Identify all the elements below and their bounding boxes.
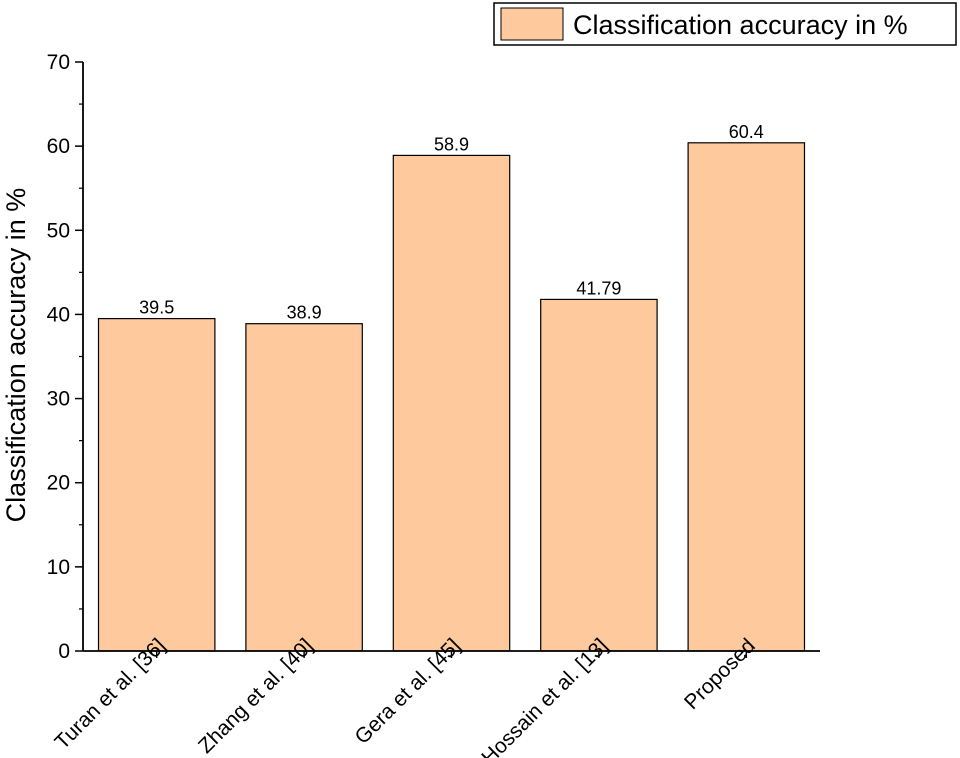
bar bbox=[245, 323, 363, 652]
bar bbox=[540, 298, 658, 652]
y-tick-label: 30 bbox=[47, 388, 70, 411]
bar-value-label: 38.9 bbox=[287, 303, 322, 323]
y-axis-title: Classification accuracy in % bbox=[1, 188, 31, 523]
y-tick-label: 40 bbox=[47, 303, 70, 326]
bar-value-label: 58.9 bbox=[434, 134, 469, 154]
bar-value-label: 39.5 bbox=[139, 298, 174, 318]
bar bbox=[97, 318, 216, 652]
y-tick-label: 60 bbox=[47, 135, 70, 158]
y-tick-label: 10 bbox=[47, 556, 70, 579]
legend-box bbox=[493, 2, 957, 46]
bar bbox=[687, 142, 806, 652]
bar-value-label: 60.4 bbox=[729, 122, 764, 142]
legend: Classification accuracy in % bbox=[493, 2, 957, 46]
y-tick-label: 0 bbox=[58, 640, 70, 663]
x-tick-label: Zhang et al. [40] bbox=[194, 634, 318, 758]
y-tick-label: 70 bbox=[47, 51, 70, 74]
bar-value-label: 41.79 bbox=[576, 278, 621, 298]
legend-label: Classification accuracy in % bbox=[573, 10, 908, 40]
y-tick-label: 20 bbox=[47, 472, 70, 495]
y-tick-label: 50 bbox=[47, 219, 70, 242]
bar bbox=[392, 154, 511, 652]
x-tick-label: Hossain et al. [13] bbox=[477, 634, 612, 758]
legend-swatch bbox=[500, 7, 564, 41]
